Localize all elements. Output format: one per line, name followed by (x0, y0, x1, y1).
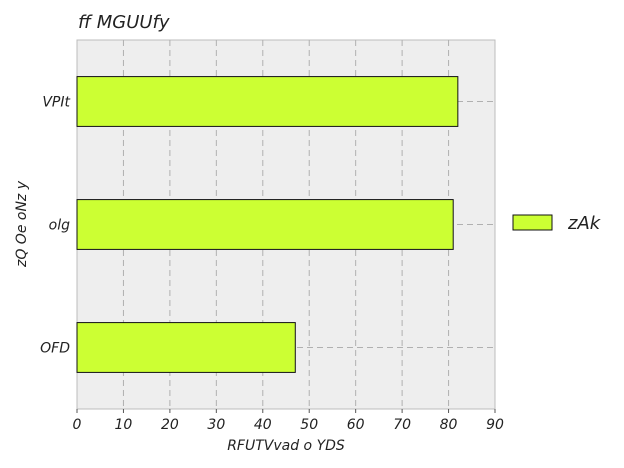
y-tick-label: OFD (40, 341, 70, 357)
bar (76, 76, 459, 127)
x-tick-label: 50 (300, 417, 318, 433)
x-tick-label: 20 (161, 417, 179, 433)
legend-swatch (512, 214, 553, 231)
bar (76, 322, 296, 373)
x-tick-label: 60 (347, 417, 365, 433)
bars (76, 76, 459, 373)
x-axis-label: RFUTVvad o YDS (227, 438, 345, 454)
x-tick-label: 10 (115, 417, 133, 433)
x-tick-label: 30 (207, 417, 225, 433)
y-axis-label: zQ Oe oNz y (14, 180, 30, 268)
y-axis-ticks: OFD olg VPIt (40, 95, 70, 357)
y-tick-label: olg (49, 218, 70, 234)
bar (76, 199, 454, 250)
x-tick-label: 90 (486, 417, 504, 433)
x-tick-label: 0 (73, 417, 82, 433)
x-tick-label: 80 (440, 417, 458, 433)
chart-title: ff MGUUfy (78, 12, 170, 33)
y-tick-label: VPIt (42, 95, 70, 111)
legend-label: zAk (567, 213, 602, 234)
x-tick-label: 70 (393, 417, 411, 433)
x-axis-ticks: 0 10 20 30 40 50 60 70 80 90 (73, 409, 504, 433)
x-tick-label: 40 (254, 417, 272, 433)
legend: zAk (512, 213, 602, 234)
